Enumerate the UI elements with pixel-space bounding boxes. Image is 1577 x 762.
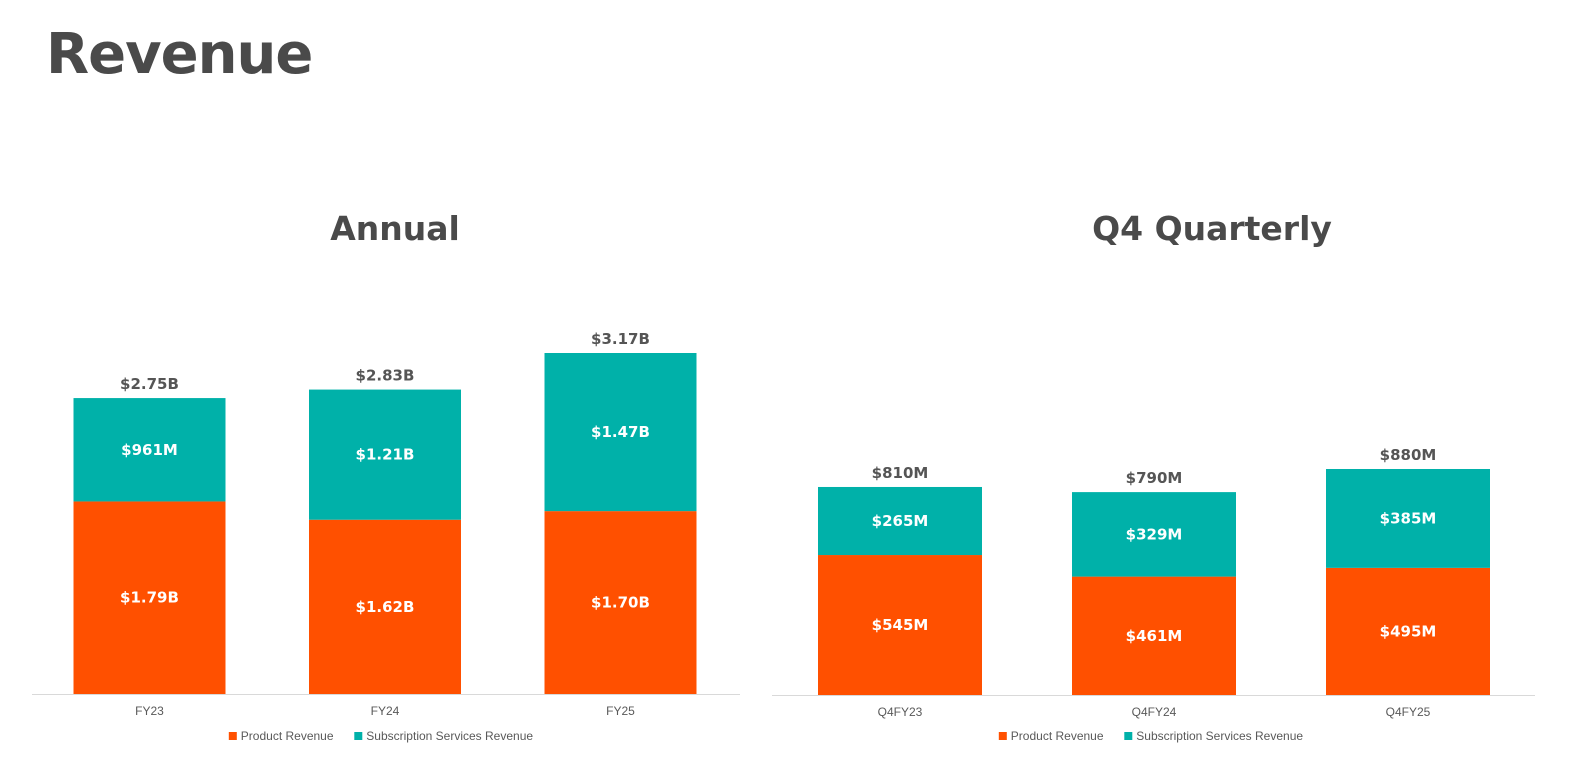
chart-2-bar-q4fy25-subscription	[1326, 469, 1490, 568]
chart-2-data-label-q4fy25-product: $495M	[1380, 622, 1437, 640]
chart-1-total-label-fy23: $2.75B	[120, 375, 179, 393]
chart-2-total-label-q4fy23: $810M	[872, 464, 929, 482]
chart-2-legend-label-subscription: Subscription Services Revenue	[1136, 729, 1303, 743]
chart-1-tick-label-fy24: FY24	[371, 704, 400, 718]
chart-2-bar-q4fy24-product	[1072, 576, 1236, 695]
chart-1-bar-fy23-subscription	[73, 398, 226, 502]
chart-2-bar-q4fy23-subscription	[818, 486, 982, 556]
chart-1-data-label-fy25-product: $1.70B	[591, 594, 650, 612]
chart-1-total-label-fy24: $2.83B	[356, 367, 415, 385]
chart-2-data-label-q4fy24-product: $461M	[1126, 627, 1183, 645]
chart-1-tick-label-fy23: FY23	[135, 704, 164, 718]
chart-1-data-label-fy24-product: $1.62B	[356, 598, 415, 616]
chart-2-bar-q4fy23-product	[818, 555, 982, 695]
chart-2-legend-swatch-subscription	[1124, 732, 1133, 740]
chart-1-legend-swatch-product	[228, 732, 237, 740]
chart-1-legend-label-subscription: Subscription Services Revenue	[366, 729, 533, 743]
chart-2-data-label-q4fy25-subscription: $385M	[1380, 509, 1437, 527]
chart-1-bar-fy25-subscription	[544, 353, 697, 512]
chart-2-data-label-q4fy23-product: $545M	[872, 616, 929, 634]
chart-1-bar-fy23-product	[73, 501, 226, 694]
chart-2-data-label-q4fy23-subscription: $265M	[872, 512, 929, 530]
chart-2-legend-label-product: Product Revenue	[1011, 729, 1104, 743]
chart-1-data-label-fy24-subscription: $1.21B	[356, 446, 415, 464]
chart-1-total-label-fy25: $3.17B	[591, 330, 650, 348]
chart-1-bar-fy25-product	[544, 511, 697, 694]
chart-1-data-label-fy25-subscription: $1.47B	[591, 423, 650, 441]
chart-2-data-label-q4fy24-subscription: $329M	[1126, 525, 1183, 543]
chart-2-bar-q4fy25-product	[1326, 567, 1490, 695]
chart-2-tick-label-q4fy23: Q4FY23	[878, 705, 923, 719]
chart-2-legend-swatch-product	[998, 732, 1007, 740]
chart-2-bar-q4fy24-subscription	[1072, 492, 1236, 577]
chart-1-data-label-fy23-product: $1.79B	[120, 589, 179, 607]
chart-2-tick-label-q4fy25: Q4FY25	[1386, 705, 1431, 719]
chart-1-tick-label-fy25: FY25	[606, 704, 635, 718]
chart-1-bar-fy24-product	[309, 519, 461, 694]
chart-2-total-label-q4fy25: $880M	[1380, 446, 1437, 464]
chart-1-legend-swatch-subscription	[354, 732, 363, 740]
page-title: Revenue	[46, 22, 313, 87]
chart-2-tick-label-q4fy24: Q4FY24	[1132, 705, 1177, 719]
chart-1-bar-fy24-subscription	[309, 389, 461, 520]
chart-1-title: Annual	[330, 209, 460, 248]
chart-2-title: Q4 Quarterly	[1092, 209, 1332, 248]
chart-1-legend-label-product: Product Revenue	[241, 729, 334, 743]
chart-2-total-label-q4fy24: $790M	[1126, 469, 1183, 487]
chart-1-data-label-fy23-subscription: $961M	[121, 441, 178, 459]
